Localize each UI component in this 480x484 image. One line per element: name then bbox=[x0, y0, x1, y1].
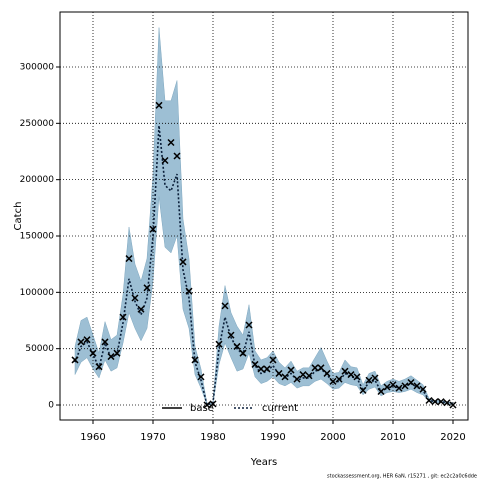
observed-marker bbox=[371, 374, 379, 382]
observed-marker bbox=[449, 401, 457, 409]
x-tick-label: 2000 bbox=[320, 432, 345, 443]
x-axis-label: Years bbox=[250, 457, 277, 468]
observed-marker bbox=[353, 373, 361, 381]
x-tick-label: 1980 bbox=[200, 432, 225, 443]
observed-marker bbox=[221, 302, 229, 310]
y-tick-label: 250000 bbox=[20, 119, 55, 129]
observed-marker bbox=[239, 349, 247, 357]
footnote: stockassessment.org, HER 6aN, r15271 , g… bbox=[327, 474, 477, 480]
y-tick-label: 300000 bbox=[20, 62, 55, 72]
observed-marker bbox=[335, 375, 343, 383]
observed-marker bbox=[281, 373, 289, 381]
observed-marker bbox=[71, 356, 79, 364]
y-axis-label: Catch bbox=[13, 202, 24, 231]
observed-marker bbox=[113, 349, 121, 357]
observed-marker bbox=[419, 385, 427, 393]
observed-marker bbox=[161, 156, 169, 165]
observed-marker bbox=[383, 383, 391, 391]
observed-marker bbox=[167, 138, 175, 147]
observed-marker bbox=[389, 381, 397, 389]
observed-marker bbox=[431, 398, 439, 406]
observed-marker bbox=[95, 363, 103, 371]
observed-marker bbox=[101, 338, 109, 346]
observed-marker bbox=[173, 152, 181, 160]
observed-marker bbox=[413, 382, 421, 390]
x-tick-label: 1970 bbox=[140, 432, 165, 443]
observed-marker bbox=[233, 342, 241, 350]
y-tick-label: 0 bbox=[48, 401, 54, 411]
y-tick-label: 100000 bbox=[20, 288, 55, 298]
y-tick-label: 200000 bbox=[20, 175, 55, 185]
observed-marker bbox=[347, 371, 355, 379]
observed-marker bbox=[245, 321, 253, 329]
observed-marker bbox=[401, 382, 409, 390]
observed-marker bbox=[89, 349, 97, 357]
observed-marker bbox=[143, 284, 151, 292]
x-tick-label: 2020 bbox=[440, 432, 465, 443]
observed-marker bbox=[293, 375, 301, 383]
observed-marker bbox=[197, 373, 205, 381]
observed-marker bbox=[395, 384, 403, 392]
observed-marker bbox=[275, 369, 283, 377]
observed-marker bbox=[149, 225, 157, 233]
observed-marker bbox=[341, 367, 349, 375]
observed-marker bbox=[155, 101, 163, 109]
observed-marker bbox=[263, 365, 271, 373]
observed-marker bbox=[119, 313, 127, 321]
observed-marker bbox=[191, 356, 199, 364]
observed-marker bbox=[299, 371, 307, 379]
observed-marker bbox=[407, 378, 415, 387]
observed-marker bbox=[443, 399, 451, 407]
observed-marker bbox=[311, 364, 319, 372]
observed-marker bbox=[329, 377, 337, 385]
observed-marker bbox=[365, 376, 373, 384]
observed-marker bbox=[125, 255, 133, 263]
observed-marker bbox=[179, 258, 187, 266]
observed-marker bbox=[317, 364, 325, 372]
observed-marker bbox=[323, 369, 331, 377]
observed-marker bbox=[251, 360, 259, 368]
observed-marker bbox=[77, 338, 85, 346]
observed-marker bbox=[107, 353, 115, 361]
observed-marker bbox=[257, 365, 265, 373]
legend-label: current bbox=[262, 403, 298, 414]
observed-marker bbox=[359, 386, 367, 394]
plot-frame bbox=[59, 11, 469, 421]
observed-marker bbox=[305, 372, 313, 380]
observed-marker bbox=[269, 356, 277, 364]
observed-marker bbox=[377, 387, 385, 396]
observed-marker bbox=[287, 366, 295, 374]
x-tick-label: 2010 bbox=[380, 432, 405, 443]
observed-marker bbox=[425, 396, 433, 405]
observed-marker bbox=[185, 287, 193, 295]
observed-marker bbox=[131, 294, 139, 302]
observed-marker bbox=[137, 305, 145, 313]
observed-marker bbox=[437, 398, 445, 406]
observed-marker bbox=[215, 340, 223, 348]
observed-marker bbox=[209, 400, 217, 408]
y-tick-label: 50000 bbox=[25, 344, 54, 354]
observed-marker bbox=[227, 331, 235, 339]
x-tick-label: 1990 bbox=[260, 432, 285, 443]
legend-label: base bbox=[190, 403, 214, 414]
observed-marker bbox=[83, 336, 91, 344]
observed-marker bbox=[203, 401, 211, 409]
x-tick-label: 1960 bbox=[80, 432, 105, 443]
y-tick-label: 150000 bbox=[20, 232, 55, 242]
